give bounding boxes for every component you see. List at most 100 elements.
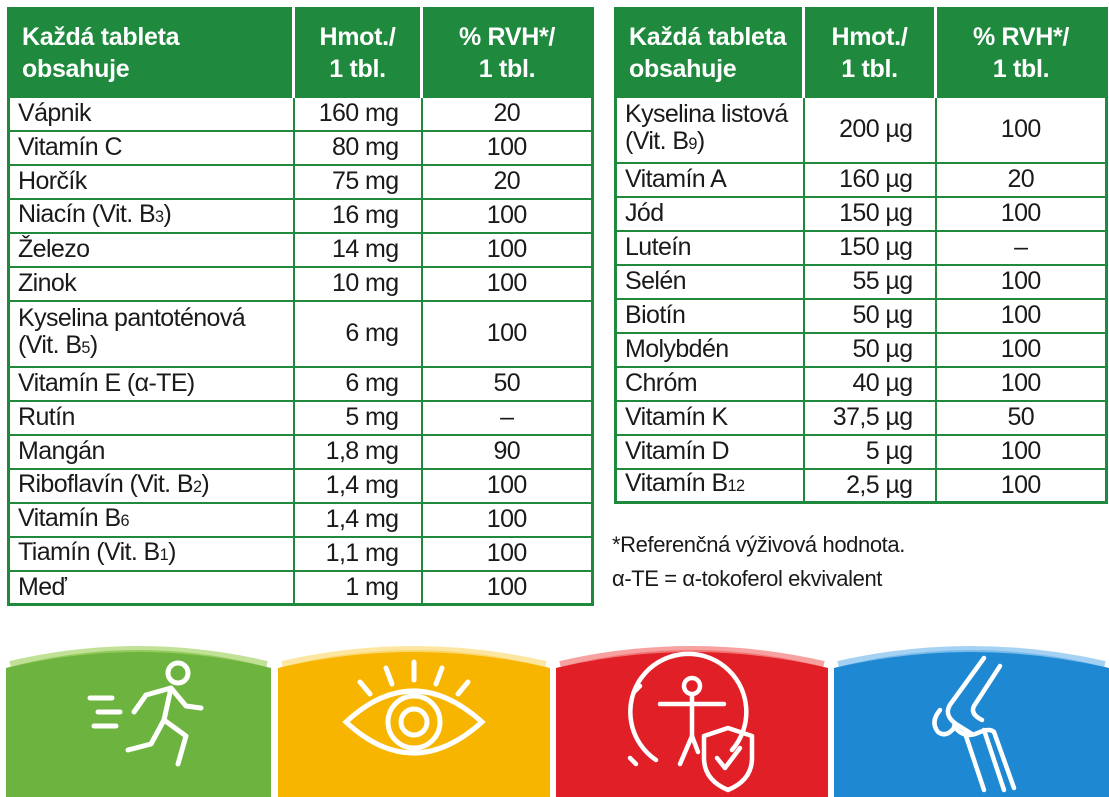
rvh-value: 20 [420,163,594,200]
rvh-value: 100 [420,569,594,606]
person-shield-icon [627,651,755,793]
rvh-value: 20 [420,95,594,132]
mass-value: 40 µg [802,365,937,402]
mass-value: 55 µg [802,263,937,300]
rvh-value: 20 [934,161,1108,198]
ingredient-name: Železo [7,231,295,268]
ingredient-name: Vitamín D [614,433,805,470]
ingredient-name: Zinok [7,265,295,302]
rvh-value: – [934,229,1108,266]
rvh-value: 100 [934,365,1108,402]
table-row: Vitamín C 80 mg 100 [7,129,594,166]
ingredient-name: Biotín [614,297,805,334]
rvh-value: 100 [420,501,594,538]
ingredient-name: Kyselina listová (Vit. B9) [614,95,805,164]
mass-value: 50 µg [802,297,937,334]
header-ingredient: Každá tableta obsahuje [8,8,294,97]
footnote-alpha-te: α-TE = α-tokoferol ekvivalent [612,566,882,591]
rvh-value: 50 [934,399,1108,436]
rvh-value: 100 [420,299,594,368]
table-row: Chróm 40 µg 100 [614,365,1108,402]
table-row: Horčík 75 mg 20 [7,163,594,200]
table-row: Vitamín B6 1,4 mg 100 [7,501,594,538]
rvh-value: 100 [420,129,594,166]
rvh-value: 100 [934,467,1108,504]
mass-value: 37,5 µg [802,399,937,436]
table-row: Luteín 150 µg – [614,229,1108,266]
nutrition-table-right: Každá tableta obsahuje Hmot./1 tbl. % RVH… [614,7,1108,504]
mass-value: 50 µg [802,331,937,368]
mass-value: 1,4 mg [292,467,423,504]
rvh-value: 100 [420,467,594,504]
knee-joint-icon [932,655,1017,793]
ingredient-name: Vápnik [7,95,295,132]
table-row: Biotín 50 µg 100 [614,297,1108,334]
ingredient-name: Niacín (Vit. B3) [7,197,295,234]
table-row: Tiamín (Vit. B1) 1,1 mg 100 [7,535,594,572]
table-row: Vitamín B12 2,5 µg 100 [614,467,1108,504]
table-row: Železo 14 mg 100 [7,231,594,268]
ingredient-name: Selén [614,263,805,300]
mass-value: 2,5 µg [802,467,937,504]
rvh-value: 100 [934,95,1108,164]
mass-value: 14 mg [292,231,423,268]
ingredient-name: Riboflavín (Vit. B2) [7,467,295,504]
table-row: Rutín 5 mg – [7,399,594,436]
header-rvh: % RVH*/1 tbl. [420,8,593,97]
mass-value: 1 mg [292,569,423,606]
ingredient-name: Vitamín E (α-TE) [7,365,295,402]
table-row: Kyselina pantoténová (Vit. B5) 6 mg 100 [7,299,594,368]
ingredient-name: Kyselina pantoténová (Vit. B5) [7,299,295,368]
panel-joints [834,640,1109,797]
rvh-value: 100 [934,195,1108,232]
table-row: Kyselina listová (Vit. B9) 200 µg 100 [614,95,1108,164]
table-row: Vitamín A 160 µg 20 [614,161,1108,198]
mass-value: 6 mg [292,365,423,402]
running-person-icon [87,660,204,767]
mass-value: 10 mg [292,265,423,302]
ingredient-name: Molybdén [614,331,805,368]
table-row: Selén 55 µg 100 [614,263,1108,300]
table-row: Riboflavín (Vit. B2) 1,4 mg 100 [7,467,594,504]
footnote-rvh: *Referenčná výživová hodnota. [612,532,905,557]
ingredient-name: Vitamín A [614,161,805,198]
ingredient-name: Vitamín B6 [7,501,295,538]
table-row: Mangán 1,8 mg 90 [7,433,594,470]
header-ingredient: Každá tableta obsahuje [615,8,804,97]
rvh-value: 50 [420,365,594,402]
table-header-row: Každá tableta obsahuje Hmot./1 tbl. % RVH… [8,8,593,97]
mass-value: 160 mg [292,95,423,132]
panel-vision [278,640,550,797]
rvh-value: 100 [420,535,594,572]
rvh-value: 100 [420,197,594,234]
table-row: Vápnik 160 mg 20 [7,95,594,132]
eye-icon [342,659,486,756]
mass-value: 1,1 mg [292,535,423,572]
table-row: Molybdén 50 µg 100 [614,331,1108,368]
ingredient-name: Meď [7,569,295,606]
mass-value: 75 mg [292,163,423,200]
ingredient-name: Tiamín (Vit. B1) [7,535,295,572]
ingredient-name: Luteín [614,229,805,266]
ingredient-name: Chróm [614,365,805,402]
header-rvh: % RVH*/1 tbl. [934,8,1107,97]
rvh-value: 90 [420,433,594,470]
nutrition-table-left: Každá tableta obsahuje Hmot./1 tbl. % RVH… [7,7,594,606]
mass-value: 16 mg [292,197,423,234]
rvh-value: 100 [934,263,1108,300]
mass-value: 1,4 mg [292,501,423,538]
mass-value: 1,8 mg [292,433,423,470]
panel-energy [6,640,271,797]
table-row: Vitamín E (α-TE) 6 mg 50 [7,365,594,402]
mass-value: 200 µg [802,95,937,164]
header-mass: Hmot./1 tbl. [802,8,936,97]
rvh-value: – [420,399,594,436]
mass-value: 150 µg [802,229,937,266]
ingredient-name: Rutín [7,399,295,436]
mass-value: 5 µg [802,433,937,470]
rvh-value: 100 [420,231,594,268]
mass-value: 6 mg [292,299,423,368]
table-header-row: Každá tableta obsahuje Hmot./1 tbl. % RVH… [615,8,1107,97]
table-row: Meď 1 mg 100 [7,569,594,606]
table-row: Jód 150 µg 100 [614,195,1108,232]
